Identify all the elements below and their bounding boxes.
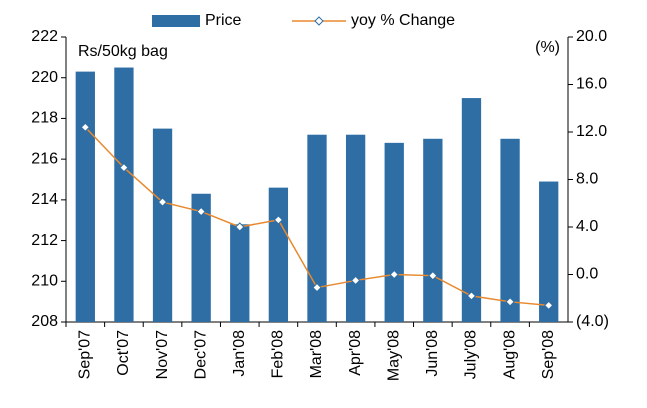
bar <box>423 138 443 322</box>
bar <box>461 98 482 322</box>
x-tick-label: Sep'07 <box>77 330 94 379</box>
x-tick-label: Dec'07 <box>192 330 209 379</box>
unit-annotation: (%) <box>535 39 560 56</box>
bar <box>230 224 250 322</box>
x-tick-label: July'08 <box>463 330 480 379</box>
marker <box>350 275 361 286</box>
bar <box>191 193 211 322</box>
bar <box>75 71 95 322</box>
marker <box>505 297 515 307</box>
legend-swatch <box>152 15 200 27</box>
x-tick-label: Nov'07 <box>154 330 171 379</box>
marker <box>157 197 168 207</box>
bar <box>539 181 559 322</box>
y-tick-label: 218 <box>31 110 58 127</box>
x-tick-label: Oct'07 <box>115 330 132 376</box>
x-tick-label: Jan'08 <box>231 330 248 377</box>
x-tick-label: Apr'08 <box>347 330 364 376</box>
y-tick-label: 210 <box>31 273 58 290</box>
marker <box>119 162 129 173</box>
y-tick-label: 216 <box>31 150 58 167</box>
y-tick-label: 212 <box>31 232 58 249</box>
marker <box>428 270 438 281</box>
x-tick-label: Sep'08 <box>540 330 557 379</box>
y2-tick-label: 8.0 <box>576 171 598 188</box>
x-tick-label: May'08 <box>385 330 402 381</box>
y2-tick-label: 4.0 <box>576 218 598 235</box>
y2-tick-label: 0.0 <box>576 266 598 283</box>
y2-tick-label: 20.0 <box>576 28 607 45</box>
marker <box>543 300 554 311</box>
marker <box>196 206 206 217</box>
y-tick-label: 220 <box>31 69 58 86</box>
marker <box>466 291 477 301</box>
legend-label: yoy % Change <box>351 12 455 29</box>
bar <box>384 142 404 322</box>
y-tick-label: 222 <box>31 28 58 45</box>
bar <box>500 138 520 322</box>
marker <box>389 269 399 280</box>
x-tick-label: Jun'08 <box>424 330 441 377</box>
bar <box>268 187 289 322</box>
unit-annotation: Rs/50kg bag <box>78 43 168 60</box>
legend-marker <box>314 16 324 26</box>
marker <box>273 215 284 225</box>
marker <box>235 222 245 232</box>
marker <box>312 282 322 293</box>
y-tick-label: 208 <box>31 313 58 330</box>
x-tick-label: Feb'08 <box>270 330 287 379</box>
legend-label: Price <box>205 12 242 29</box>
y2-tick-label: 12.0 <box>576 123 607 140</box>
bar <box>345 134 366 322</box>
marker <box>80 122 91 132</box>
bar <box>152 128 173 322</box>
y2-tick-label: 16.0 <box>576 76 607 93</box>
bar <box>307 134 327 322</box>
bar <box>114 67 134 323</box>
y2-tick-label: (4.0) <box>576 313 609 330</box>
x-tick-label: Aug'08 <box>501 330 518 379</box>
x-tick-label: Mar'08 <box>308 330 325 379</box>
y-tick-label: 214 <box>31 191 58 208</box>
